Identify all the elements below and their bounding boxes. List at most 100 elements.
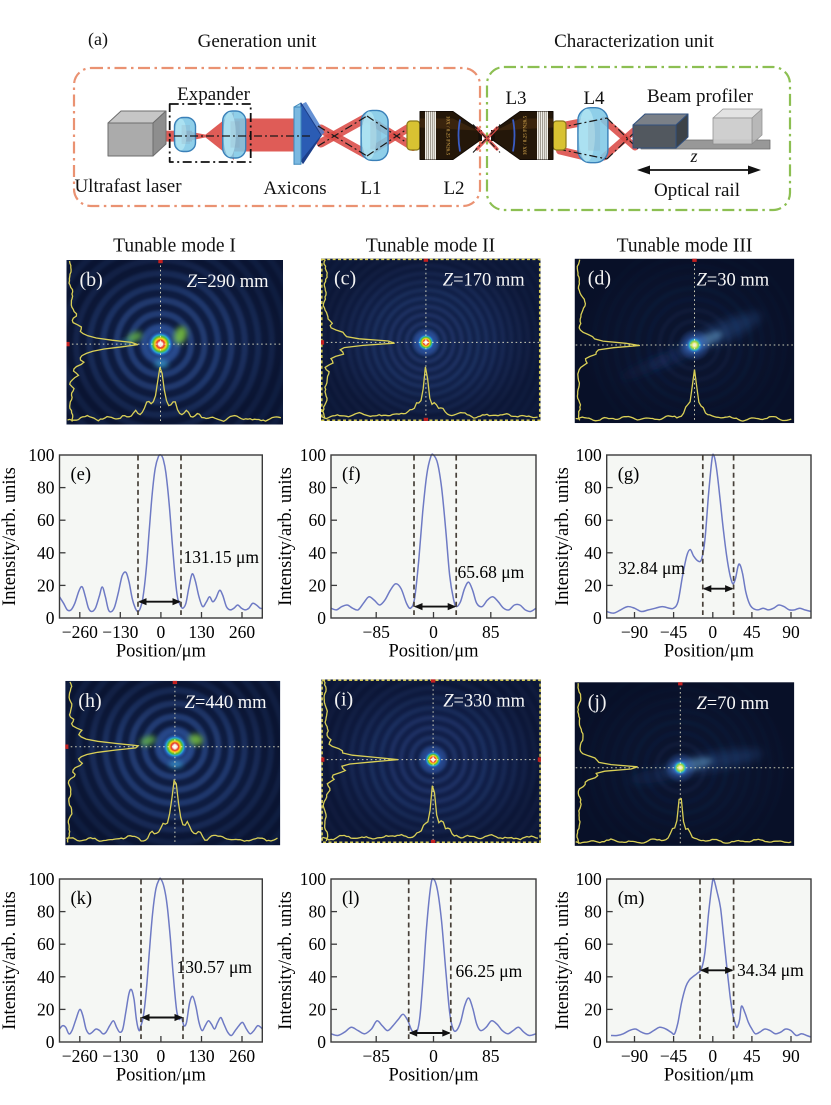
svg-text:Position/μm: Position/μm <box>664 642 755 662</box>
svg-text:Expander: Expander <box>177 84 250 105</box>
svg-text:80: 80 <box>37 478 55 498</box>
svg-text:0: 0 <box>46 608 55 628</box>
svg-text:40: 40 <box>584 967 602 987</box>
svg-text:Intensity/arb. units: Intensity/arb. units <box>276 891 296 1030</box>
svg-text:60: 60 <box>309 934 327 954</box>
svg-text:(d): (d) <box>588 268 611 290</box>
svg-text:(c): (c) <box>334 268 356 290</box>
svg-text:−90: −90 <box>621 1046 649 1066</box>
svg-text:Z=30 mm: Z=30 mm <box>697 271 770 291</box>
svg-text:Position/μm: Position/μm <box>116 1066 207 1086</box>
svg-text:−85: −85 <box>363 622 391 642</box>
svg-text:−45: −45 <box>660 1046 688 1066</box>
svg-text:Z=330 mm: Z=330 mm <box>443 691 525 711</box>
svg-text:Ultrafast laser: Ultrafast laser <box>74 176 182 197</box>
svg-text:Axicons: Axicons <box>263 178 326 199</box>
svg-text:90: 90 <box>782 1046 800 1066</box>
svg-text:100: 100 <box>300 869 327 889</box>
svg-text:Z=290 mm: Z=290 mm <box>187 272 269 292</box>
svg-text:0: 0 <box>708 1046 717 1066</box>
svg-text:Intensity/arb. units: Intensity/arb. units <box>276 467 296 606</box>
svg-text:40: 40 <box>37 967 55 987</box>
svg-text:Intensity/arb. units: Intensity/arb. units <box>0 891 20 1030</box>
svg-text:Optical rail: Optical rail <box>654 180 740 201</box>
svg-text:0: 0 <box>317 608 326 628</box>
svg-text:0: 0 <box>46 1032 55 1052</box>
svg-text:20: 20 <box>37 999 55 1019</box>
svg-text:40: 40 <box>309 967 327 987</box>
svg-text:32.84 μm: 32.84 μm <box>618 558 685 578</box>
svg-text:260: 260 <box>229 622 256 642</box>
svg-text:80: 80 <box>309 478 327 498</box>
svg-text:80: 80 <box>584 478 602 498</box>
svg-text:Intensity/arb. units: Intensity/arb. units <box>553 467 573 606</box>
svg-text:Position/μm: Position/μm <box>116 642 207 662</box>
svg-text:60: 60 <box>37 934 55 954</box>
svg-text:−45: −45 <box>660 622 688 642</box>
svg-text:45: 45 <box>743 622 761 642</box>
svg-text:Generation unit: Generation unit <box>198 31 317 52</box>
svg-text:60: 60 <box>37 510 55 530</box>
svg-text:(j): (j) <box>588 691 607 713</box>
svg-text:Z=170 mm: Z=170 mm <box>443 271 525 291</box>
svg-text:Position/μm: Position/μm <box>388 642 479 662</box>
svg-text:40: 40 <box>37 543 55 563</box>
svg-text:100: 100 <box>575 869 602 889</box>
svg-text:−85: −85 <box>363 1046 391 1066</box>
svg-text:(b): (b) <box>80 269 103 291</box>
svg-text:60: 60 <box>309 510 327 530</box>
svg-text:80: 80 <box>584 902 602 922</box>
svg-text:−260: −260 <box>62 1046 98 1066</box>
svg-text:0: 0 <box>157 622 166 642</box>
svg-text:Intensity/arb. units: Intensity/arb. units <box>553 891 573 1030</box>
svg-text:85: 85 <box>482 622 500 642</box>
svg-text:130: 130 <box>188 622 215 642</box>
svg-text:65.68 μm: 65.68 μm <box>458 562 525 582</box>
svg-text:L1: L1 <box>360 178 381 199</box>
svg-text:100: 100 <box>28 869 55 889</box>
svg-text:20: 20 <box>584 575 602 595</box>
svg-text:100: 100 <box>575 445 602 465</box>
svg-text:45: 45 <box>743 1046 761 1066</box>
svg-text:260: 260 <box>229 1046 256 1066</box>
svg-text:60: 60 <box>584 510 602 530</box>
svg-text:20: 20 <box>584 999 602 1019</box>
svg-text:−90: −90 <box>621 622 649 642</box>
svg-text:−130: −130 <box>102 1046 138 1066</box>
svg-text:60: 60 <box>584 934 602 954</box>
svg-text:(g): (g) <box>618 465 640 485</box>
svg-text:130.57 μm: 130.57 μm <box>177 957 253 977</box>
svg-text:0: 0 <box>429 1046 438 1066</box>
svg-text:20: 20 <box>37 575 55 595</box>
svg-text:Position/μm: Position/μm <box>388 1066 479 1086</box>
svg-text:L3: L3 <box>505 88 526 109</box>
svg-text:0: 0 <box>593 608 602 628</box>
svg-text:Beam profiler: Beam profiler <box>647 86 754 107</box>
svg-text:131.15 μm: 131.15 μm <box>184 547 260 567</box>
svg-text:(m): (m) <box>618 889 645 909</box>
svg-text:Tunable mode I: Tunable mode I <box>113 236 236 257</box>
svg-text:0: 0 <box>157 1046 166 1066</box>
svg-text:Tunable mode III: Tunable mode III <box>617 236 753 257</box>
svg-text:L4: L4 <box>583 88 605 109</box>
svg-text:Position/μm: Position/μm <box>664 1066 755 1086</box>
svg-text:0: 0 <box>429 622 438 642</box>
svg-text:0: 0 <box>593 1032 602 1052</box>
svg-text:90: 90 <box>782 622 800 642</box>
svg-text:(f): (f) <box>342 465 360 485</box>
svg-text:0: 0 <box>708 622 717 642</box>
svg-text:100: 100 <box>28 445 55 465</box>
svg-text:34.34 μm: 34.34 μm <box>737 960 804 980</box>
svg-text:(e): (e) <box>71 465 92 485</box>
svg-text:40: 40 <box>309 543 327 563</box>
svg-text:L2: L2 <box>443 178 464 199</box>
svg-text:Intensity/arb. units: Intensity/arb. units <box>0 467 20 606</box>
svg-text:Characterization unit: Characterization unit <box>554 31 715 52</box>
svg-text:0: 0 <box>317 1032 326 1052</box>
svg-text:z: z <box>689 146 697 166</box>
svg-text:100: 100 <box>300 445 327 465</box>
svg-text:(h): (h) <box>78 690 101 712</box>
svg-text:10X / 0.25 FN26.5: 10X / 0.25 FN26.5 <box>523 115 529 155</box>
svg-text:(k): (k) <box>71 889 93 909</box>
svg-text:66.25 μm: 66.25 μm <box>456 961 523 981</box>
